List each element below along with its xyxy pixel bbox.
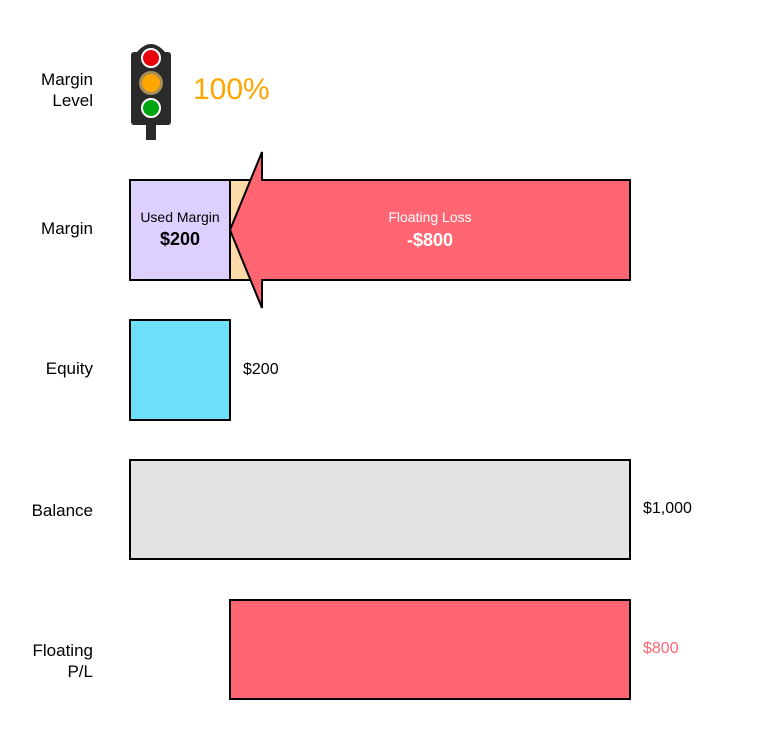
floating-pl-bar <box>229 599 631 700</box>
equity-bar <box>129 319 231 421</box>
used-margin-value: $200 <box>159 229 201 249</box>
margin-level-label: Margin Level <box>41 70 93 110</box>
equity-label: Equity <box>45 359 93 378</box>
balance-label: Balance <box>31 501 93 520</box>
used-margin-label: Used Margin <box>140 209 220 225</box>
floating-loss-arrow <box>228 151 631 309</box>
floating-loss-label: Floating Loss <box>388 209 472 225</box>
used-margin-box <box>129 179 231 281</box>
floating-loss-value: -$800 <box>406 230 454 250</box>
floating-pl-value: $800 <box>643 640 679 657</box>
traffic-light-icon <box>131 44 171 140</box>
balance-bar <box>129 459 631 560</box>
margin-level-value: 100% <box>193 73 270 106</box>
floating-pl-label: Floating P/L <box>32 641 93 681</box>
margin-label: Margin <box>41 219 93 238</box>
balance-value: $1,000 <box>643 500 692 517</box>
equity-value: $200 <box>243 361 279 378</box>
